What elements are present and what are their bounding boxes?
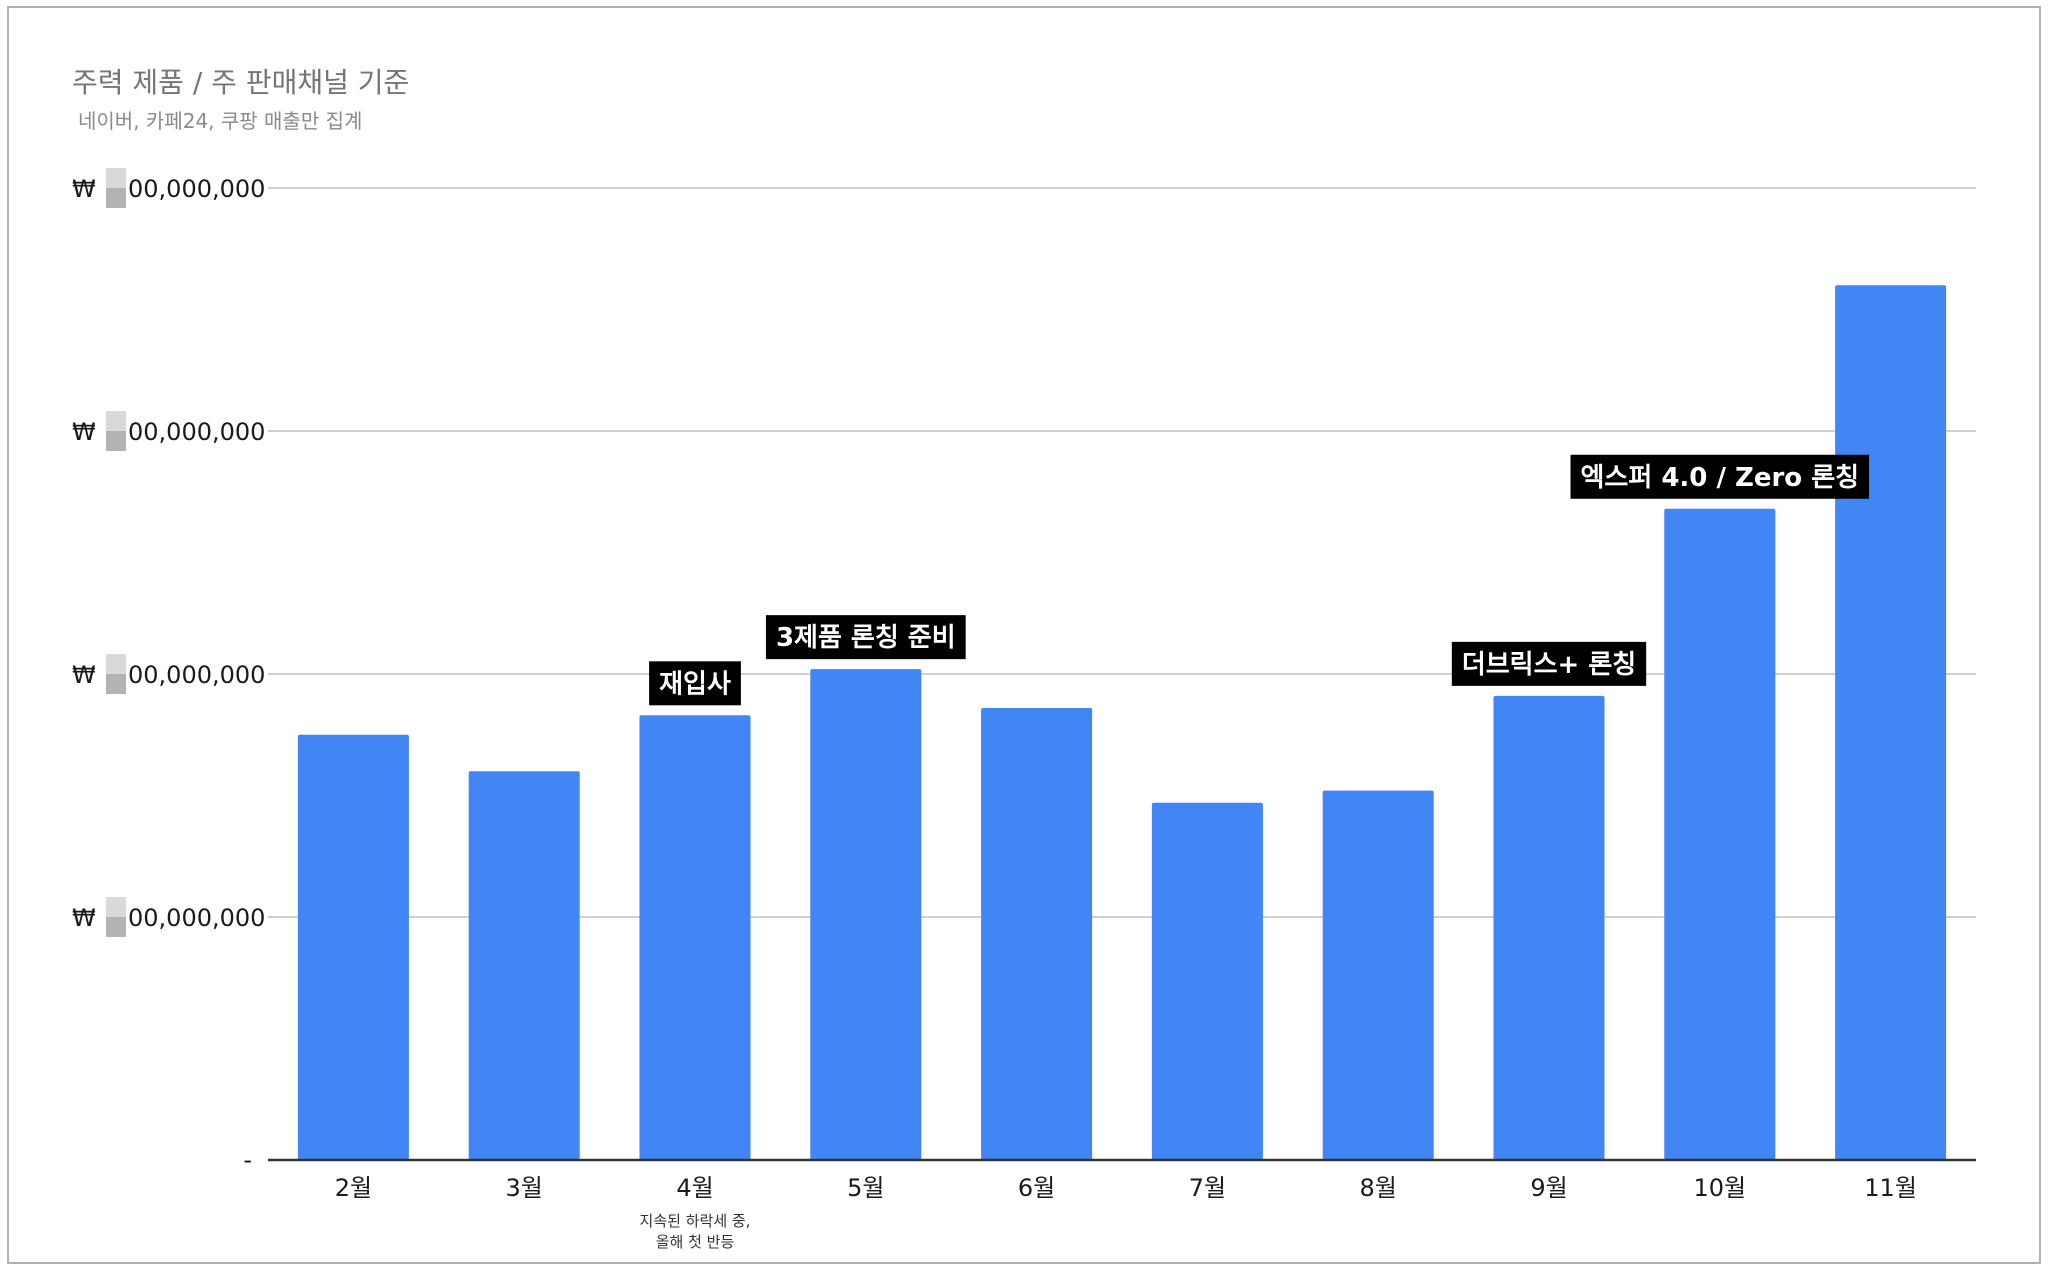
y-tick-visual: ₩00,000,000	[72, 654, 265, 694]
annotation: 재입사	[649, 661, 741, 706]
y-tick-digits: 00,000,000	[128, 175, 265, 203]
annotation-box	[1570, 454, 1870, 499]
category-note-line: 지속된 하락세 중,	[640, 1212, 751, 1230]
chart-subtitle: 네이버, 카페24, 쿠팡 매출만 집계	[78, 109, 362, 133]
bar-7월	[1151, 802, 1263, 1160]
x-tick-label: 4월	[676, 1174, 713, 1202]
bar-4월	[639, 715, 751, 1160]
annotation: 엑스퍼 4.0 / Zero 론칭	[1570, 454, 1870, 499]
annotation-box	[1451, 641, 1647, 686]
category-note-line: 올해 첫 반등	[656, 1233, 735, 1251]
redacted-digit-bottom	[106, 674, 126, 694]
x-tick-label: 8월	[1360, 1174, 1397, 1202]
bars	[297, 285, 1947, 1160]
bar-10월	[1664, 508, 1776, 1160]
currency-symbol: ₩	[72, 175, 96, 203]
currency-symbol: ₩	[72, 418, 96, 446]
y-tick-visual: ₩00,000,000	[72, 411, 265, 451]
redacted-digit-bottom	[106, 431, 126, 451]
x-tick-label: 7월	[1189, 1174, 1226, 1202]
currency-symbol: ₩	[72, 904, 96, 932]
annotation: 더브릭스+ 론칭	[1451, 641, 1647, 686]
redacted-digit-top	[106, 411, 126, 431]
annotation-text: 더브릭스+ 론칭	[1462, 650, 1636, 680]
redacted-digit-top	[106, 654, 126, 674]
bar-6월	[981, 708, 1093, 1160]
chart-title: 주력 제품 / 주 판매채널 기준	[72, 66, 409, 99]
bar-9월	[1493, 695, 1605, 1160]
redacted-digit-bottom	[106, 917, 126, 937]
y-tick-digits: 00,000,000	[128, 661, 265, 689]
currency-symbol: ₩	[72, 661, 96, 689]
y-axis-ticks: -₩ ▒00,000,000₩ 00,000,000₩ ▒00,000,000₩ 0…	[72, 168, 265, 1174]
bar-2월	[297, 734, 409, 1160]
x-tick-label: 5월	[847, 1174, 884, 1202]
annotation-text: 엑스퍼 4.0 / Zero 론칭	[1581, 463, 1860, 493]
x-tick-label: 3월	[506, 1174, 543, 1202]
annotation-text: 3제품 론칭 준비	[776, 623, 956, 653]
x-tick-label: 6월	[1018, 1174, 1055, 1202]
category-notes: 지속된 하락세 중, 올해 첫 반등	[640, 1212, 751, 1251]
annotation: 3제품 론칭 준비	[765, 615, 966, 660]
annotation-box	[765, 615, 966, 660]
annotation-box	[649, 661, 741, 706]
x-tick-label: 10월	[1693, 1174, 1746, 1202]
redacted-digit-bottom	[106, 188, 126, 208]
redacted-digit-top	[106, 168, 126, 188]
bar-5월	[810, 669, 922, 1160]
y-tick-digits: 00,000,000	[128, 418, 265, 446]
y-tick-digits: 00,000,000	[128, 904, 265, 932]
bar-3월	[468, 771, 580, 1160]
y-tick-visual: ₩00,000,000	[72, 897, 265, 937]
redacted-digit-top	[106, 897, 126, 917]
bar-11월	[1835, 285, 1947, 1160]
annotation-text: 재입사	[659, 669, 731, 699]
y-tick-label: -	[243, 1146, 252, 1174]
bar-8월	[1322, 790, 1434, 1160]
x-axis-labels: 2월 3월 4월 5월 6월 7월 8월 9월 10월 11월	[335, 1174, 1917, 1202]
x-tick-label: 11월	[1864, 1174, 1917, 1202]
x-tick-label: 2월	[335, 1174, 372, 1202]
y-tick-visual: ₩00,000,000	[72, 168, 265, 208]
x-tick-label: 9월	[1530, 1174, 1567, 1202]
